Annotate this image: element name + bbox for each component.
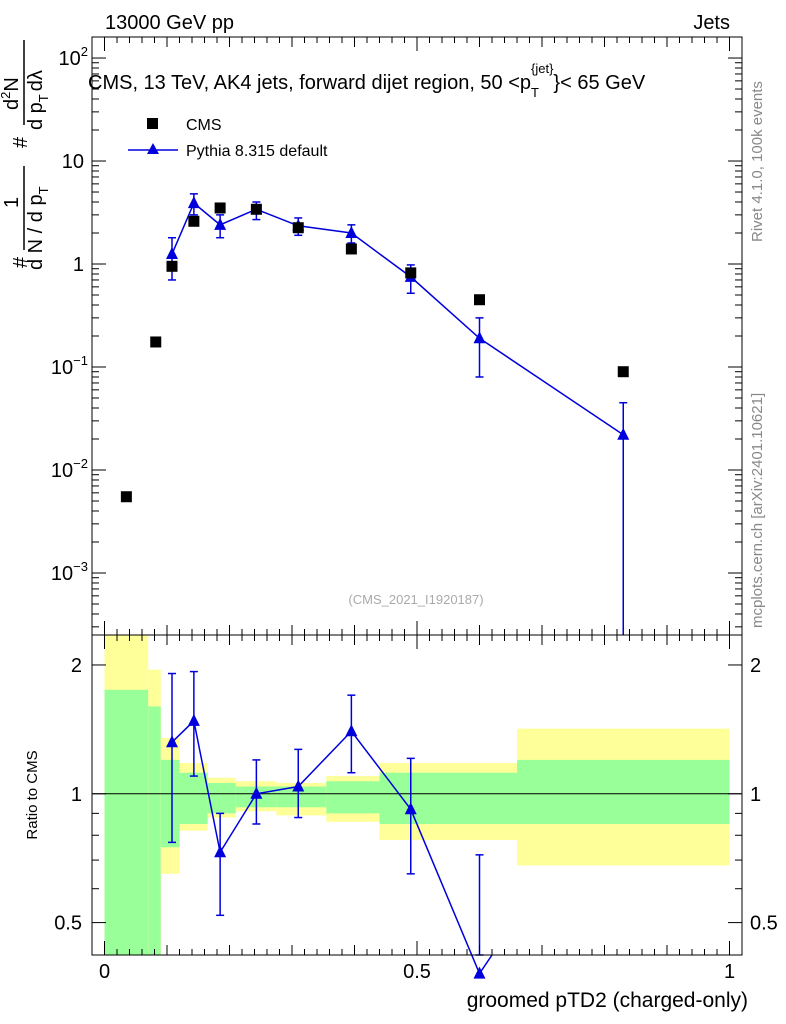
ratio-point	[404, 802, 417, 815]
cms-data-point	[292, 222, 304, 234]
legend-mc-label: Pythia 8.315 default	[186, 143, 328, 160]
ratio-band-inner	[379, 772, 517, 824]
ratio-band-inner	[104, 689, 149, 955]
legend: CMS Pythia 8.315 default	[128, 117, 328, 160]
ratio-y-tick-label-right: 1	[750, 784, 761, 806]
cms-data-point	[617, 366, 629, 378]
ratio-band-inner	[517, 759, 730, 824]
header-left: 13000 GeV pp	[105, 12, 234, 34]
x-tick-label: 0.5	[403, 961, 431, 983]
ylabel-denominator: d N / d pT	[25, 186, 51, 270]
ylabel-one: 1	[1, 197, 23, 208]
cms-data-point	[250, 203, 262, 215]
cms-data-point	[345, 243, 357, 255]
ratio-y-tick-label-right: 0.5	[750, 913, 778, 935]
ylabel-numerator2: d2N	[0, 77, 23, 110]
mc-point	[473, 331, 486, 344]
ratio-band-inner	[148, 706, 161, 955]
ratio-y-tick-label-right: 2	[750, 655, 761, 677]
main-y-tick-label: 102	[59, 44, 88, 70]
ratio-band-inner	[207, 782, 236, 814]
ratio-point	[214, 845, 227, 858]
legend-mc-marker	[147, 143, 159, 154]
rivet-version-label: Rivet 4.1.0, 100k events	[749, 81, 766, 242]
mc-point	[345, 226, 358, 239]
ratio-band-inner	[160, 759, 180, 848]
main-y-label: # 1 d N / d pT # d2N d pTdλ	[0, 40, 51, 270]
cms-data-point	[214, 202, 226, 214]
mc-series-line	[171, 201, 624, 436]
cms-data-point	[150, 336, 162, 348]
cms-data-point	[188, 215, 200, 227]
x-tick-label: 0	[99, 961, 110, 983]
header-right: Jets	[693, 12, 730, 34]
main-y-tick-label: 1	[73, 254, 84, 276]
mc-point	[617, 427, 630, 440]
ylabel-hash: #	[10, 256, 32, 268]
ratio-plot-panel: 0.5 0.5 1 1 2 2 0 0.5 1	[54, 634, 778, 983]
ratio-point	[473, 966, 486, 979]
ratio-band-inner	[179, 772, 208, 824]
x-tick-label: 1	[724, 961, 735, 983]
ratio-point	[250, 786, 263, 799]
mc-point	[166, 247, 178, 260]
ratio-y-tick-label-left: 1	[71, 784, 82, 806]
ratio-y-label: Ratio to CMS	[24, 750, 41, 839]
ratio-y-tick-label-left: 0.5	[54, 913, 82, 935]
main-y-tick-label: 10	[62, 151, 84, 173]
x-axis-label: groomed pTD2 (charged-only)	[467, 989, 748, 1012]
ratio-y-tick-label-left: 2	[71, 655, 82, 677]
main-y-tick-label: 10−1	[51, 353, 88, 379]
ratio-point	[292, 779, 305, 792]
plot-title: CMS, 13 TeV, AK4 jets, forward dijet reg…	[88, 61, 646, 100]
mc-point	[187, 196, 200, 209]
analysis-watermark: (CMS_2021_I1920187)	[348, 592, 483, 607]
legend-data-label: CMS	[186, 117, 222, 134]
cms-data-point	[474, 294, 485, 306]
cms-data-point	[405, 267, 417, 279]
cms-data-point	[120, 491, 132, 503]
ratio-band-inner	[276, 786, 327, 808]
ratio-band-inner	[326, 781, 380, 814]
mcplots-label: mcplots.cern.ch [arXiv:2401.10621]	[749, 393, 766, 628]
mc-point	[214, 217, 227, 230]
main-y-tick-label: 10−3	[51, 559, 88, 585]
ratio-point	[187, 713, 200, 726]
ratio-point	[166, 735, 178, 748]
ylabel-denominator2: d pTdλ	[25, 70, 51, 130]
main-y-tick-label: 10−2	[51, 456, 88, 482]
ratio-point	[345, 724, 358, 737]
ylabel-hash-2: #	[10, 136, 32, 148]
legend-data-marker	[147, 118, 158, 129]
cms-data-point	[166, 260, 178, 272]
